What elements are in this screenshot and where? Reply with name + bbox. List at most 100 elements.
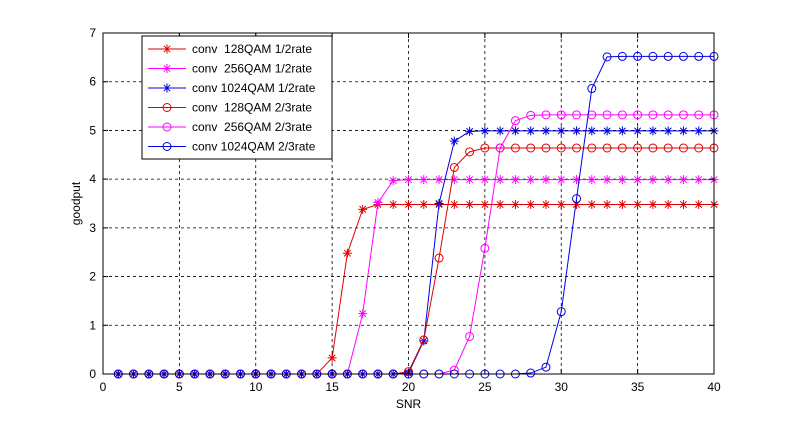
- x-tick-label: 10: [249, 380, 263, 394]
- data-point: [572, 199, 582, 209]
- data-point: [434, 199, 444, 208]
- axis-ticks: 0 5 10 15 20 25 30 35 40 0 1 2 3 4 5 6 7: [89, 26, 721, 394]
- data-point: [602, 110, 612, 120]
- data-point: [465, 199, 475, 209]
- data-point: [480, 126, 490, 136]
- data-point: [404, 199, 413, 209]
- data-point: [162, 103, 172, 112]
- data-point: [556, 110, 566, 120]
- data-point: [419, 199, 429, 209]
- data-point: [678, 143, 688, 153]
- data-point: [419, 175, 429, 185]
- data-point: [694, 175, 704, 185]
- legend-box: [141, 35, 333, 160]
- data-point: [449, 175, 459, 185]
- data-point: [162, 122, 172, 132]
- data-point: [162, 142, 172, 151]
- x-tick-label: 30: [555, 380, 569, 394]
- data-point: [495, 143, 505, 153]
- legend-item: conv 1024QAM 2/3rate: [148, 140, 316, 154]
- data-point: [480, 243, 490, 253]
- legend: conv 128QAM 1/2rate conv 256QAM 1/2rate co…: [141, 35, 333, 160]
- y-tick-label: 7: [89, 26, 96, 40]
- x-tick-label: 15: [325, 380, 339, 394]
- data-point: [648, 175, 658, 185]
- data-point: [327, 353, 337, 363]
- data-point: [434, 175, 444, 185]
- legend-item: conv 256QAM 1/2rate: [148, 62, 312, 76]
- data-point: [678, 175, 688, 185]
- data-point: [480, 143, 490, 153]
- legend-item: conv 1024QAM 1/2rate: [148, 81, 316, 95]
- data-point: [602, 143, 612, 153]
- y-axis-label: goodput: [69, 181, 83, 225]
- data-point: [449, 136, 459, 146]
- legend-label: conv 1024QAM 2/3rate: [192, 140, 316, 154]
- data-point: [633, 110, 643, 120]
- data-point: [162, 64, 172, 73]
- data-point: [663, 143, 673, 153]
- x-tick-label: 5: [176, 380, 183, 394]
- legend-label: conv 128QAM 2/3rate: [192, 101, 312, 115]
- legend-label: conv 1024QAM 1/2rate: [192, 81, 316, 95]
- data-point: [510, 175, 520, 185]
- x-axis-label: SNR: [396, 397, 422, 411]
- data-point: [541, 126, 551, 136]
- data-point: [572, 175, 582, 185]
- data-point: [465, 147, 475, 157]
- data-point: [541, 175, 551, 185]
- data-point: [694, 143, 704, 153]
- data-point: [587, 84, 597, 94]
- data-point: [556, 126, 566, 136]
- data-point: [541, 143, 551, 153]
- data-point: [694, 126, 704, 136]
- data-point: [162, 83, 172, 93]
- data-point: [541, 199, 551, 209]
- y-tick-label: 0: [89, 367, 96, 381]
- data-point: [663, 199, 673, 209]
- data-point: [602, 199, 612, 209]
- data-point: [602, 126, 612, 136]
- data-point: [572, 194, 582, 204]
- data-point: [617, 199, 627, 209]
- data-point: [663, 51, 673, 61]
- data-point: [526, 368, 536, 378]
- data-point: [526, 126, 536, 136]
- data-point: [162, 44, 172, 54]
- data-point: [449, 162, 459, 172]
- data-point: [617, 51, 627, 61]
- data-point: [510, 199, 520, 209]
- data-point: [419, 335, 429, 345]
- y-tick-label: 6: [89, 75, 96, 89]
- data-point: [694, 199, 704, 209]
- data-point: [556, 143, 566, 153]
- y-tick-label: 3: [89, 221, 96, 235]
- legend-item: conv 128QAM 2/3rate: [148, 101, 312, 115]
- x-tick-label: 0: [100, 380, 107, 394]
- x-tick-label: 25: [478, 380, 492, 394]
- data-point: [449, 199, 459, 209]
- data-point: [526, 110, 536, 120]
- data-point: [388, 199, 398, 209]
- data-point: [678, 51, 688, 61]
- data-point: [388, 176, 398, 186]
- data-point: [648, 199, 658, 209]
- data-point: [633, 143, 643, 153]
- data-point: [617, 126, 627, 136]
- data-point: [358, 309, 368, 319]
- data-point: [648, 143, 658, 153]
- data-point: [373, 198, 383, 208]
- data-point: [633, 51, 643, 61]
- legend-label: conv 256QAM 1/2rate: [192, 62, 312, 76]
- data-point: [510, 126, 520, 136]
- data-point: [495, 126, 505, 136]
- data-point: [404, 367, 413, 377]
- data-point: [678, 126, 688, 136]
- data-point: [510, 116, 520, 126]
- x-tick-label: 40: [707, 380, 721, 394]
- data-point: [572, 143, 582, 153]
- data-point: [678, 199, 688, 209]
- data-point: [404, 175, 413, 185]
- x-tick-label: 35: [631, 380, 645, 394]
